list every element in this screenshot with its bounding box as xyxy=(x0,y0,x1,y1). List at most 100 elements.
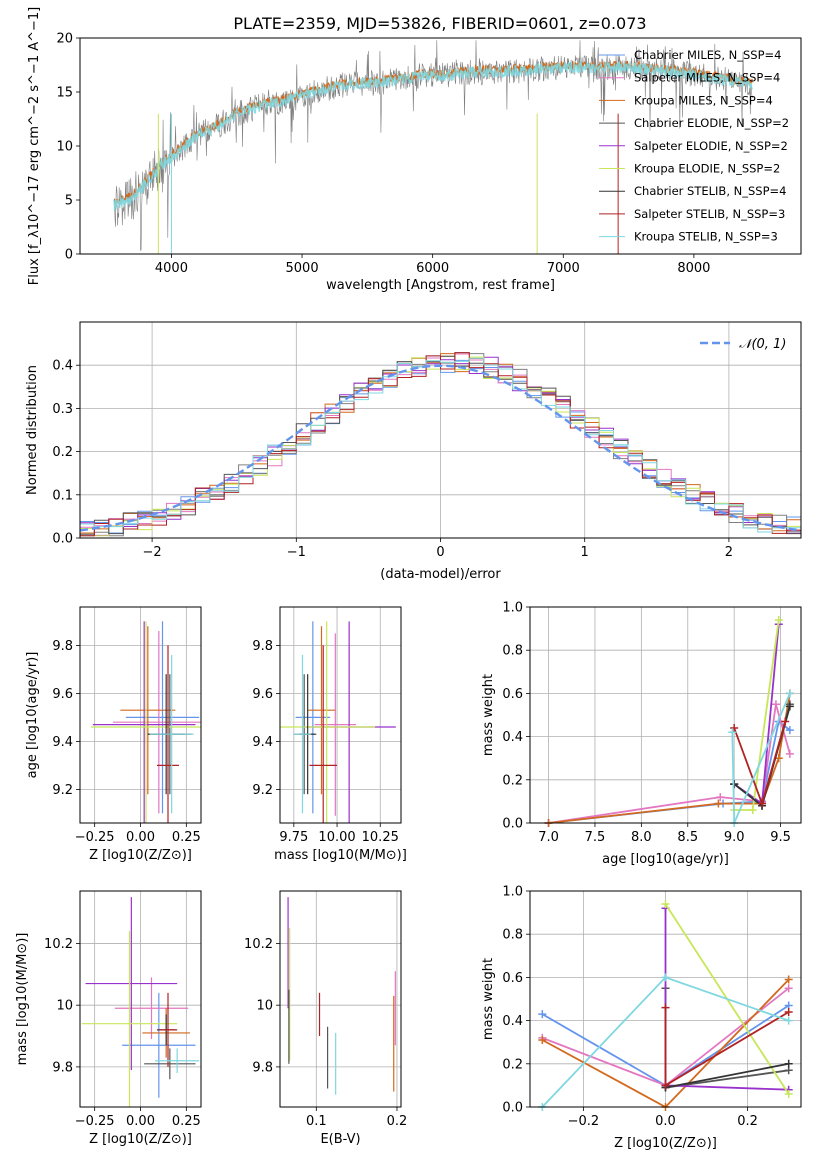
y-tick-label: 9.8 xyxy=(252,639,273,654)
y-tick-label: 0.6 xyxy=(502,971,523,986)
legend-label: Salpeter STELIB, N_SSP=3 xyxy=(634,207,785,221)
x-axis-label: (data-model)/error xyxy=(380,567,501,582)
x-tick-label: 0.2 xyxy=(387,1114,408,1129)
x-tick-label: 9.5 xyxy=(770,830,791,845)
weight-marker xyxy=(661,899,670,908)
axes-mass_vs_EBV: 0.1 0.2 9.8 10 10.2 E(B-V) xyxy=(244,890,408,1147)
x-tick-label: 7.5 xyxy=(585,830,606,845)
x-axis-label: E(B-V) xyxy=(320,1132,360,1147)
x-tick-label: 6000 xyxy=(416,261,449,276)
x-axis-label: wavelength [Angstrom, rest frame] xyxy=(326,278,555,293)
y-tick-label: 0.8 xyxy=(502,928,523,943)
axes-mass_vs_Z: −0.25 0.00 0.25 9.8 10 10.2 Z [log10(Z/Z⊙)] mas… xyxy=(15,890,202,1147)
y-tick-label: 10.2 xyxy=(244,937,273,952)
y-tick-label: 9.4 xyxy=(52,735,73,750)
x-tick-label: 0.1 xyxy=(306,1114,327,1129)
x-tick-label: 10.00 xyxy=(318,830,355,845)
x-tick-label: 9.0 xyxy=(724,830,745,845)
weight-marker xyxy=(784,984,793,993)
x-tick-label: 1 xyxy=(581,545,589,560)
weight-marker xyxy=(774,615,783,624)
weight-marker xyxy=(784,1090,793,1099)
y-tick-label: 9.2 xyxy=(252,783,273,798)
weight-marker xyxy=(714,799,723,808)
weight-series-line xyxy=(734,619,780,811)
legend-label: Kroupa ELODIE, N_SSP=2 xyxy=(634,162,780,176)
y-axis-label: age [log10(age/yr)] xyxy=(25,652,40,779)
y-tick-label: 10 xyxy=(256,999,273,1014)
axes-frame-age_vs_Z xyxy=(79,606,202,824)
weight-marker xyxy=(661,1003,670,1012)
legend-label: 𝒩(0, 1) xyxy=(739,337,786,352)
weight-marker xyxy=(538,1010,547,1019)
axes-weight_vs_age: 7.0 7.5 8.0 8.5 9.0 9.5 0.0 0.2 0.4 0.6 0.8 1.0 age … xyxy=(481,601,802,867)
errorbar-group xyxy=(91,621,201,823)
legend-label: Salpeter ELODIE, N_SSP=2 xyxy=(634,139,788,153)
axes-frame-weight_vs_age xyxy=(529,606,802,824)
legend-label: Chabrier ELODIE, N_SSP=2 xyxy=(634,116,789,130)
weight-series-line xyxy=(665,1062,789,1089)
axes-age_vs_Z: −0.25 0.00 0.25 9.2 9.4 9.6 9.8 Z [log10(Z/Z⊙)]… xyxy=(25,606,202,863)
weight-marker xyxy=(784,1007,793,1016)
x-tick-label: −2 xyxy=(143,545,162,560)
x-tick-label: 7.0 xyxy=(538,830,559,845)
weight-marker xyxy=(728,728,737,737)
weight-marker xyxy=(748,806,757,815)
x-tick-label: −0.25 xyxy=(75,830,115,845)
x-tick-label: 0.25 xyxy=(172,1114,201,1129)
y-tick-label: 0.0 xyxy=(502,1101,523,1116)
axes-spectrum: 4000 5000 6000 7000 8000 0 5 10 15 20 wavelength [… xyxy=(27,7,802,293)
x-tick-label: 0.0 xyxy=(655,1114,676,1129)
weight-marker xyxy=(661,1081,670,1090)
weight-marker xyxy=(785,726,794,735)
x-tick-label: 2 xyxy=(725,545,733,560)
x-tick-label: −0.25 xyxy=(75,1114,115,1129)
y-tick-label: 0.4 xyxy=(502,1014,523,1029)
weight-marker xyxy=(538,1036,547,1045)
x-axis-label: Z [log10(Z/Z⊙)] xyxy=(614,1136,717,1151)
axes-frame-spectrum xyxy=(79,37,802,255)
y-tick-label: 5 xyxy=(65,194,73,209)
weight-marker xyxy=(716,793,725,802)
x-tick-label: 0.2 xyxy=(737,1114,758,1129)
weight-marker xyxy=(785,689,794,698)
y-tick-label: 15 xyxy=(56,86,73,101)
axes-frame-mass_vs_EBV xyxy=(279,890,402,1108)
y-axis-label: Normed distribution xyxy=(25,365,40,495)
axes-age_vs_mass: 9.75 10.00 10.25 9.2 9.4 9.6 9.8 mass [log10(M/… xyxy=(252,606,407,863)
weight-marker xyxy=(730,723,739,732)
spectrum-legend: Chabrier MILES, N_SSP=4 Salpeter MILES, N… xyxy=(599,48,789,244)
spectrum-model-line xyxy=(113,59,753,211)
x-tick-label: 10.25 xyxy=(362,830,399,845)
axes-frame-age_vs_mass xyxy=(279,606,402,824)
weight-marker xyxy=(758,799,767,808)
y-tick-label: 0.0 xyxy=(502,817,523,832)
y-tick-label: 0.2 xyxy=(502,1057,523,1072)
x-tick-label: −0.2 xyxy=(568,1114,600,1129)
axes-frame-residuals xyxy=(79,321,802,539)
errorbar-group xyxy=(280,621,396,823)
y-tick-label: 0.3 xyxy=(52,402,73,417)
x-tick-label: 9.75 xyxy=(279,830,308,845)
y-tick-label: 10 xyxy=(56,999,73,1014)
y-tick-label: 0.8 xyxy=(502,644,523,659)
legend-label: Kroupa STELIB, N_SSP=3 xyxy=(634,230,778,244)
x-tick-label: 8000 xyxy=(677,261,710,276)
x-axis-label: mass [log10(M/M⊙)] xyxy=(274,848,407,863)
y-tick-label: 0.4 xyxy=(52,359,73,374)
y-axis-label: mass weight xyxy=(481,958,496,1040)
x-tick-label: 8.0 xyxy=(631,830,652,845)
x-axis-label: age [log10(age/yr)] xyxy=(602,852,729,867)
legend-label: Chabrier STELIB, N_SSP=4 xyxy=(634,184,786,198)
y-tick-label: 9.4 xyxy=(252,735,273,750)
y-tick-label: 20 xyxy=(56,32,73,47)
weight-marker xyxy=(771,700,780,709)
x-tick-label: 0 xyxy=(436,545,444,560)
y-tick-label: 0.6 xyxy=(502,687,523,702)
y-tick-label: 10.2 xyxy=(44,937,73,952)
y-tick-label: 9.2 xyxy=(52,783,73,798)
x-tick-label: 0.00 xyxy=(126,1114,155,1129)
y-tick-label: 1.0 xyxy=(502,601,523,616)
